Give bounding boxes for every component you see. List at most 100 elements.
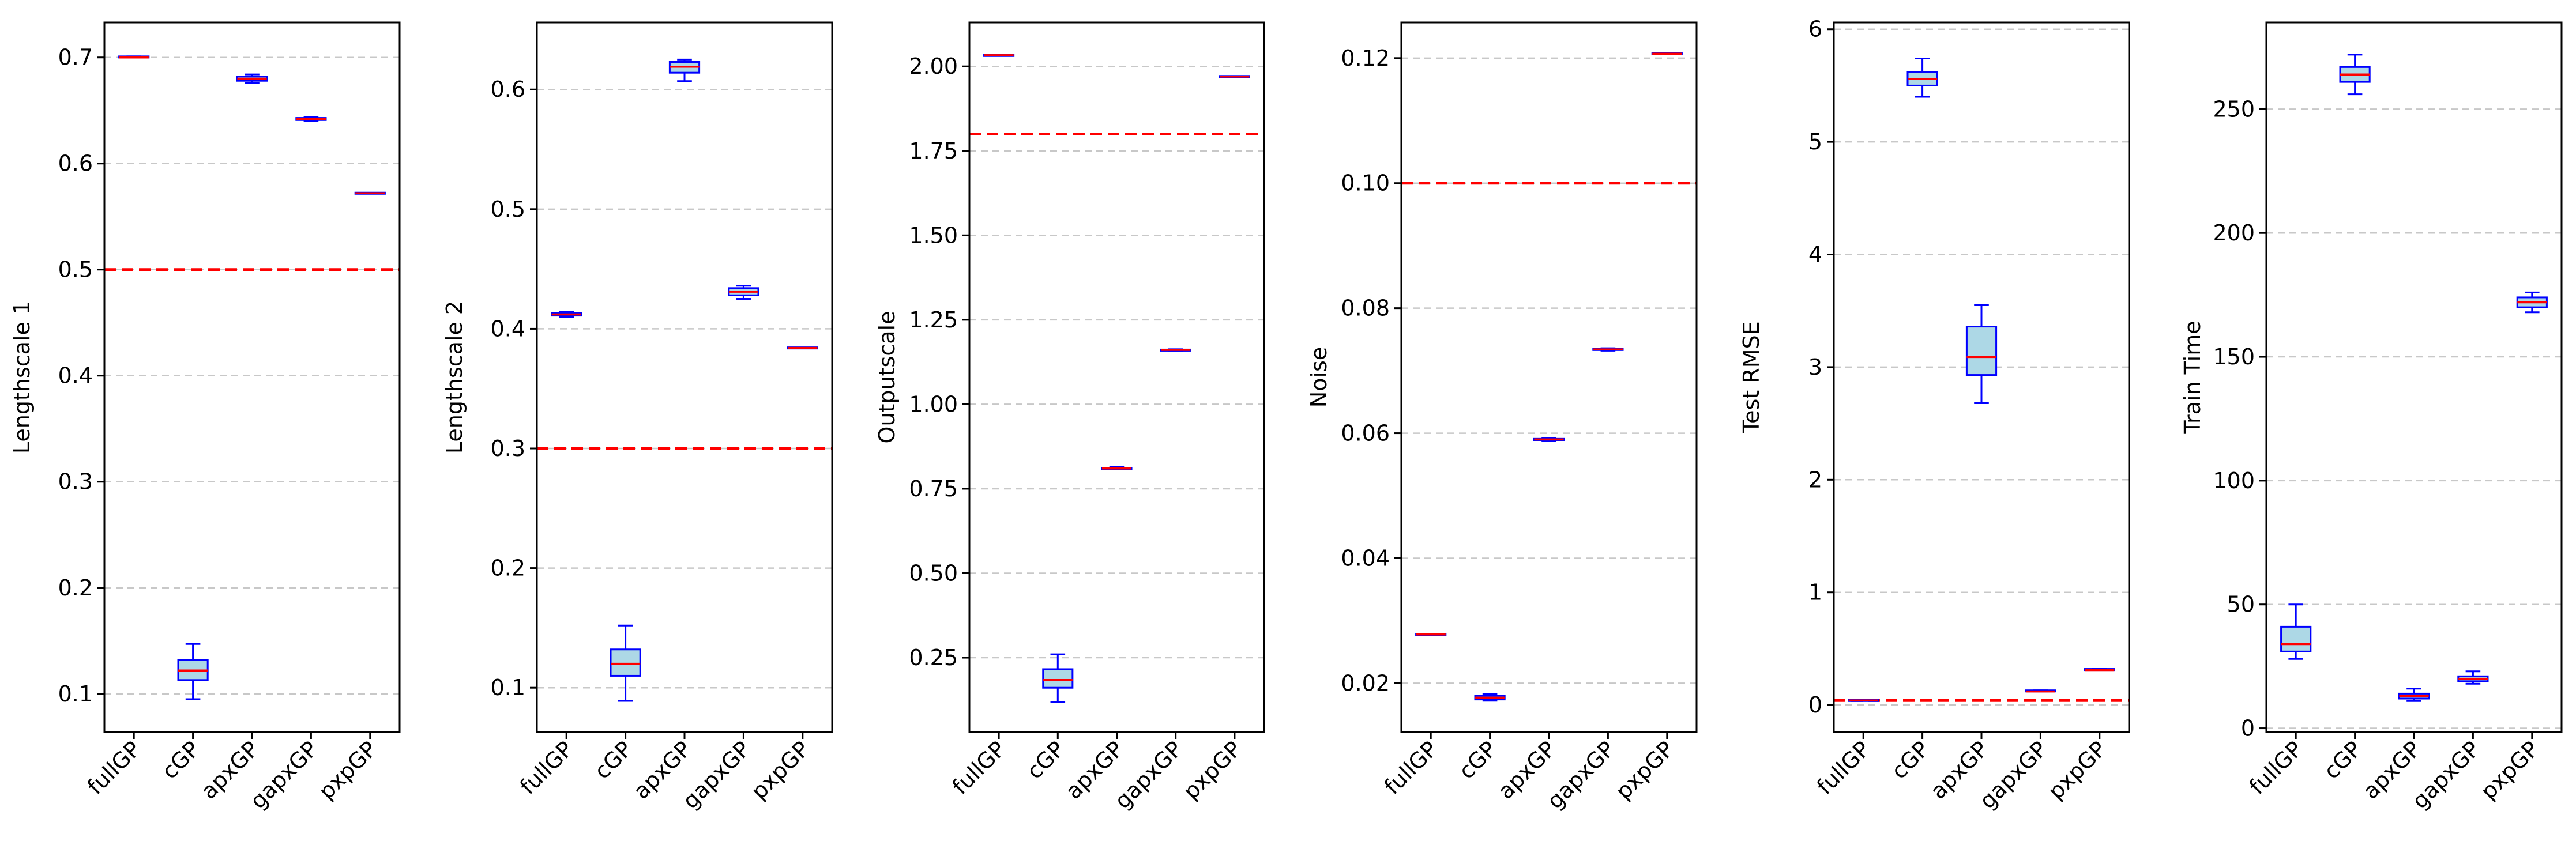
- y-tick-label: 0.7: [58, 45, 93, 70]
- box-cGP: [1474, 693, 1506, 702]
- y-tick-label: 0.08: [1341, 296, 1390, 321]
- y-tick-label: 100: [2213, 468, 2255, 493]
- box-gapxGP: [1160, 348, 1191, 352]
- box-fullGP: [118, 55, 150, 59]
- x-tick-label: cGP: [157, 736, 205, 784]
- x-tick-label: pxpGP: [1611, 736, 1679, 804]
- y-tick-label: 0.12: [1341, 46, 1390, 71]
- box-gapxGP: [295, 116, 327, 122]
- y-axis-label: Lengthscale 2: [442, 301, 467, 454]
- x-tick-label: cGP: [2319, 736, 2367, 784]
- y-tick-label: 0.1: [58, 681, 93, 707]
- y-tick-label: 0.25: [909, 645, 958, 670]
- y-tick-label: 0.50: [909, 560, 958, 586]
- box-apxGP: [236, 73, 268, 84]
- box-pxpGP: [2084, 668, 2115, 672]
- y-axis-label: Train Time: [2180, 320, 2205, 434]
- y-tick-label: 0.6: [491, 77, 525, 102]
- y-tick-label: 1.75: [909, 138, 958, 164]
- y-tick-label: 0.4: [58, 363, 93, 388]
- box-cGP: [1042, 653, 1074, 703]
- box-pxpGP: [787, 346, 818, 350]
- y-tick-label: 1.00: [909, 391, 958, 417]
- box-cGP: [177, 643, 209, 700]
- box-iqr: [2280, 625, 2312, 652]
- y-tick-label: 0.04: [1341, 545, 1390, 571]
- box-fullGP: [551, 311, 582, 318]
- axes-frame: [968, 21, 1265, 733]
- x-tick-label: fullGP: [947, 736, 1011, 799]
- y-tick-label: 0.5: [491, 197, 525, 222]
- y-axis-label: Outputscale: [874, 311, 900, 444]
- x-tick-label: fullGP: [1812, 736, 1875, 799]
- box-cGP: [2339, 54, 2371, 96]
- y-tick-label: 0: [2241, 716, 2255, 741]
- y-axis-label: Lengthscale 1: [9, 301, 35, 454]
- box-apxGP: [1965, 304, 1998, 404]
- box-apxGP: [1533, 437, 1565, 442]
- y-tick-label: 4: [1808, 242, 1822, 267]
- y-tick-label: 150: [2213, 344, 2255, 369]
- y-tick-label: 0.5: [58, 257, 93, 282]
- box-fullGP: [2280, 603, 2312, 660]
- box-apxGP: [1101, 466, 1133, 471]
- box-iqr: [1042, 668, 1074, 689]
- axes-frame: [103, 21, 401, 733]
- x-tick-label: pxpGP: [2043, 736, 2111, 804]
- box-pxpGP: [1219, 75, 1250, 78]
- y-tick-label: 0.6: [58, 151, 93, 176]
- y-tick-label: 200: [2213, 220, 2255, 246]
- y-tick-label: 6: [1808, 17, 1822, 42]
- y-axis-label: Noise: [1306, 347, 1332, 408]
- x-tick-label: cGP: [589, 736, 637, 784]
- box-fullGP: [983, 54, 1015, 57]
- box-pxpGP: [354, 191, 386, 195]
- box-fullGP: [1415, 633, 1447, 636]
- y-tick-label: 2.00: [909, 54, 958, 79]
- box-fullGP: [1848, 699, 1879, 702]
- y-tick-label: 2: [1808, 467, 1822, 492]
- box-iqr: [610, 648, 641, 677]
- axes-frame: [536, 21, 833, 733]
- y-tick-label: 0.75: [909, 476, 958, 501]
- y-tick-label: 250: [2213, 96, 2255, 122]
- x-tick-label: pxpGP: [1178, 736, 1246, 804]
- box-cGP: [610, 624, 641, 702]
- x-tick-label: fullGP: [515, 736, 578, 799]
- x-tick-label: fullGP: [2244, 736, 2308, 799]
- y-tick-label: 1.25: [909, 307, 958, 333]
- y-axis-label: Test RMSE: [1739, 321, 1764, 433]
- y-tick-label: 0.06: [1341, 421, 1390, 446]
- box-cGP: [1906, 58, 1938, 98]
- y-tick-label: 0.2: [58, 575, 93, 601]
- y-tick-label: 0.02: [1341, 670, 1390, 696]
- box-pxpGP: [1651, 52, 1683, 55]
- box-gapxGP: [2025, 689, 2056, 693]
- y-tick-label: 3: [1808, 354, 1822, 380]
- box-apxGP: [668, 58, 701, 82]
- y-tick-label: 50: [2227, 592, 2255, 617]
- y-tick-label: 1.50: [909, 222, 958, 248]
- x-tick-label: pxpGP: [314, 736, 382, 804]
- box-apxGP: [2398, 688, 2430, 702]
- box-gapxGP: [1592, 347, 1624, 352]
- box-gapxGP: [2457, 670, 2489, 685]
- y-tick-label: 0.2: [491, 556, 525, 581]
- x-tick-label: cGP: [1022, 736, 1070, 784]
- x-tick-label: fullGP: [1379, 736, 1443, 799]
- y-tick-label: 1: [1808, 580, 1822, 605]
- y-tick-label: 0: [1808, 692, 1822, 718]
- y-tick-label: 0.1: [491, 675, 525, 700]
- x-tick-label: fullGP: [82, 736, 146, 799]
- x-tick-label: cGP: [1454, 736, 1502, 784]
- y-tick-label: 5: [1808, 129, 1822, 154]
- y-tick-label: 0.4: [491, 316, 525, 341]
- axes-frame: [1400, 21, 1698, 733]
